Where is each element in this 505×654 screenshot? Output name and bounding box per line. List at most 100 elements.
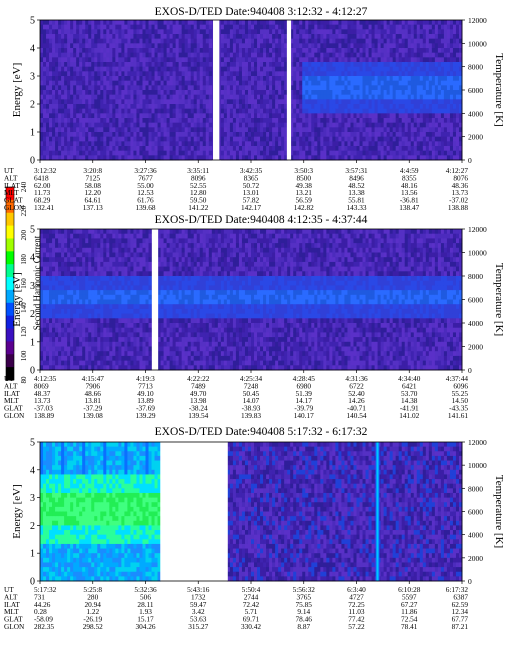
spectrogram-cell <box>402 99 405 104</box>
spectrogram-cell <box>305 48 308 53</box>
spectrogram-cell <box>52 281 55 286</box>
spectrogram-cell <box>139 99 142 104</box>
spectrogram-cell <box>79 29 82 34</box>
spectrogram-cell <box>121 20 124 25</box>
spectrogram-cell <box>130 109 133 114</box>
spectrogram-cell <box>67 238 70 243</box>
spectrogram-cell <box>100 314 103 319</box>
spectrogram-cell <box>381 90 384 95</box>
spectrogram-cell <box>142 34 145 39</box>
spectrogram-cell <box>269 53 272 58</box>
spectrogram-cell <box>263 29 266 34</box>
spectrogram-cell <box>58 39 61 44</box>
spectrogram-cell <box>191 53 194 58</box>
spectrogram-cell <box>182 90 185 95</box>
spectrogram-cell <box>308 53 311 58</box>
spectrogram-cell <box>88 229 91 234</box>
spectrogram-cell <box>94 67 97 72</box>
spectrogram-cell <box>224 25 227 30</box>
spectrogram-cell <box>52 295 55 300</box>
spectrogram-cell <box>188 20 191 25</box>
spectrogram-cell <box>43 238 46 243</box>
spectrogram-cell <box>363 151 366 156</box>
spectrogram-cell <box>269 90 272 95</box>
spectrogram-cell <box>88 118 91 123</box>
spectrogram-cell <box>347 113 350 118</box>
spectrogram-cell <box>152 48 155 53</box>
spectrogram-cell <box>438 104 441 109</box>
spectrogram-cell <box>167 71 170 76</box>
spectrogram-cell <box>245 141 248 146</box>
spectrogram-cell <box>405 62 408 67</box>
spectrogram-cell <box>142 57 145 62</box>
spectrogram-cell <box>49 43 52 48</box>
spectrogram-cell <box>317 29 320 34</box>
spectrogram-cell <box>242 57 245 62</box>
spectrogram-cell <box>254 43 257 48</box>
spectrogram-cell <box>127 109 130 114</box>
spectrogram-cell <box>203 113 206 118</box>
spectrogram-cell <box>70 347 73 352</box>
spectrogram-cell <box>393 141 396 146</box>
spectrogram-cell <box>43 48 46 53</box>
spectrogram-cell <box>91 290 94 295</box>
spectrogram-cell <box>296 39 299 44</box>
spectrogram-cell <box>369 76 372 81</box>
spectrogram-cell <box>130 81 133 86</box>
spectrogram-cell <box>149 104 152 109</box>
spectrogram-cell <box>209 123 212 128</box>
spectrogram-cell <box>40 248 43 253</box>
spectrogram-cell <box>326 29 329 34</box>
spectrogram-cell <box>248 20 251 25</box>
spectrogram-cell <box>269 71 272 76</box>
spectrogram-cell <box>185 104 188 109</box>
spectrogram-cell <box>170 99 173 104</box>
spectrogram-cell <box>326 67 329 72</box>
spectrogram-cell <box>429 39 432 44</box>
spectrogram-cell <box>79 229 82 234</box>
spectrogram-cell <box>344 67 347 72</box>
spectrogram-cell <box>188 109 191 114</box>
spectrogram-cell <box>55 132 58 137</box>
spectrogram-cell <box>402 71 405 76</box>
spectrogram-cell <box>372 90 375 95</box>
spectrogram-cell <box>429 118 432 123</box>
spectrogram-cell <box>79 99 82 104</box>
spectrogram-cell <box>242 48 245 53</box>
spectrogram-cell <box>260 29 263 34</box>
spectrogram-cell <box>311 118 314 123</box>
spectrogram-cell <box>414 141 417 146</box>
spectrogram-cell <box>227 39 230 44</box>
spectrogram-cell <box>438 29 441 34</box>
spectrogram-cell <box>384 113 387 118</box>
spectrogram-cell <box>245 76 248 81</box>
spectrogram-cell <box>353 127 356 132</box>
spectrogram-cell <box>417 39 420 44</box>
spectrogram-cell <box>170 109 173 114</box>
spectrogram-cell <box>118 39 121 44</box>
spectrogram-cell <box>194 76 197 81</box>
spectrogram-cell <box>353 141 356 146</box>
spectrogram-cell <box>76 132 79 137</box>
spectrogram-cell <box>396 113 399 118</box>
spectrogram-cell <box>239 151 242 156</box>
spectrogram-cell <box>203 132 206 137</box>
spectrogram-cell <box>58 137 61 142</box>
spectrogram-cell <box>106 118 109 123</box>
spectrogram-cell <box>70 123 73 128</box>
spectrogram-cell <box>396 81 399 86</box>
spectrogram-cell <box>149 71 152 76</box>
spectrogram-cell <box>109 62 112 67</box>
spectrogram-cell <box>142 20 145 25</box>
spectrogram-cell <box>76 67 79 72</box>
spectrogram-cell <box>402 57 405 62</box>
spectrogram-cell <box>52 146 55 151</box>
spectrogram-cell <box>94 146 97 151</box>
spectrogram-cell <box>453 113 456 118</box>
spectrogram-cell <box>161 29 164 34</box>
spectrogram-cell <box>94 90 97 95</box>
spectrogram-cell <box>206 151 209 156</box>
spectrogram-cell <box>360 90 363 95</box>
spectrogram-cell <box>67 53 70 58</box>
spectrogram-cell <box>61 347 64 352</box>
